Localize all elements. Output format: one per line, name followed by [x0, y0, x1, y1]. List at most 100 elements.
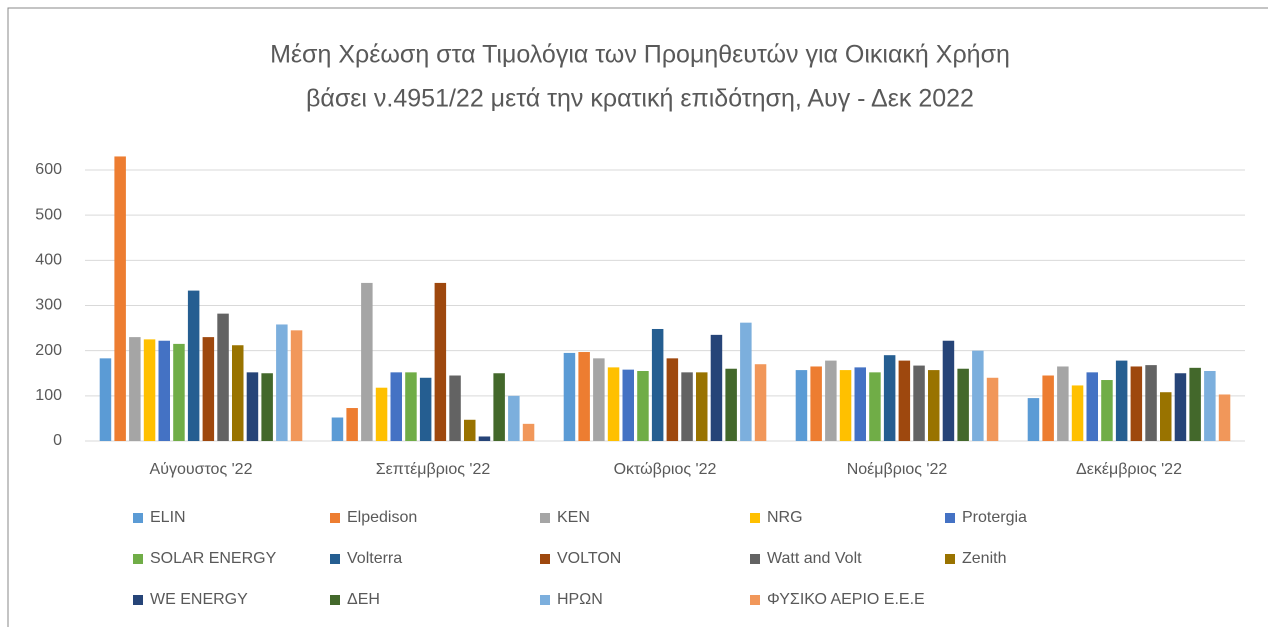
bar [1189, 367, 1201, 441]
y-tick-label: 400 [35, 252, 62, 269]
x-tick-label: Αύγουστος '22 [150, 461, 253, 478]
bar [261, 373, 273, 441]
bar [740, 322, 752, 441]
y-tick-label: 500 [35, 206, 62, 223]
bar [1160, 392, 1172, 441]
bar [173, 343, 185, 441]
y-tick-label: 100 [35, 387, 62, 404]
chart-title: Μέση Χρέωση στα Τιμολόγια των Προμηθευτώ… [270, 41, 1010, 69]
x-tick-label: Δεκέμβριος '22 [1076, 461, 1182, 478]
legend-label: Zenith [962, 550, 1006, 567]
bar [854, 367, 866, 441]
legend-label: ΗΡΩΝ [557, 591, 603, 608]
legend-swatch [750, 595, 760, 605]
legend-label: Watt and Volt [767, 550, 862, 567]
legend-swatch [330, 513, 340, 523]
x-tick-label: Σεπτέμβριος '22 [376, 461, 491, 478]
legend-swatch [540, 513, 550, 523]
bar [346, 408, 358, 441]
legend-swatch [750, 513, 760, 523]
legend-swatch [540, 554, 550, 564]
bar [563, 352, 576, 441]
y-tick-label: 200 [35, 342, 62, 359]
bar [1101, 380, 1113, 441]
bar [434, 282, 447, 441]
y-tick-label: 300 [35, 297, 62, 314]
bar [725, 368, 737, 441]
bar [361, 282, 373, 441]
bar [1130, 366, 1143, 441]
bar [143, 339, 156, 441]
bar [202, 337, 215, 441]
legend-label: Protergia [962, 509, 1027, 526]
legend-swatch [750, 554, 760, 564]
bar [1027, 398, 1040, 441]
legend-label: NRG [767, 509, 803, 526]
bar [883, 355, 896, 441]
bar [158, 340, 170, 441]
bar [1204, 370, 1216, 441]
x-tick-label: Οκτώβριος '22 [614, 461, 717, 478]
bar [869, 372, 881, 441]
bar [522, 423, 535, 441]
bar [478, 436, 491, 441]
bar [710, 334, 723, 441]
bar [754, 364, 767, 441]
bar [217, 313, 229, 441]
bar [928, 370, 940, 441]
bar [1057, 366, 1069, 441]
bar [607, 367, 620, 441]
y-tick-label: 600 [35, 161, 62, 178]
legend-swatch [133, 595, 143, 605]
bar [331, 417, 344, 441]
bar [593, 358, 605, 441]
legend-swatch [330, 595, 340, 605]
bar [795, 370, 808, 441]
bar [187, 290, 200, 441]
bar [290, 330, 303, 441]
legend-swatch [540, 595, 550, 605]
bar [508, 395, 520, 441]
bar [1042, 375, 1054, 441]
bar [390, 372, 402, 441]
bar [1086, 372, 1098, 441]
bar [637, 370, 649, 441]
legend-label: WE ENERGY [150, 591, 248, 608]
bar [493, 373, 505, 441]
legend-swatch [945, 554, 955, 564]
bar [114, 156, 126, 441]
bar [942, 340, 955, 441]
bar [651, 328, 664, 441]
legend-label: Elpedison [347, 509, 417, 526]
legend-label: ΔΕΗ [347, 591, 380, 608]
legend-label: Volterra [347, 550, 402, 567]
bar [276, 324, 288, 441]
bar [232, 345, 244, 441]
bar [957, 368, 969, 441]
bar [129, 337, 141, 441]
bar [99, 358, 112, 441]
legend-label: VOLTON [557, 550, 621, 567]
bar [449, 375, 461, 441]
bar [898, 360, 911, 441]
legend-swatch [133, 554, 143, 564]
bar [1115, 360, 1128, 441]
bar [419, 377, 432, 441]
bar [825, 360, 837, 441]
bar [913, 365, 925, 441]
legend-label: KEN [557, 509, 590, 526]
legend-label: ELIN [150, 509, 186, 526]
bar [1071, 385, 1084, 441]
bar [1218, 394, 1231, 441]
y-tick-label: 0 [53, 432, 62, 449]
bar [1145, 365, 1157, 441]
bar [405, 372, 417, 441]
legend-label: SOLAR ENERGY [150, 550, 277, 567]
legend-label: ΦΥΣΙΚΟ ΑΕΡΙΟ Ε.Ε.Ε [767, 591, 925, 608]
bar [375, 387, 388, 441]
legend-swatch [133, 513, 143, 523]
bar [986, 377, 999, 441]
bar [578, 352, 590, 441]
chart-subtitle: βάσει ν.4951/22 μετά την κρατική επιδότη… [306, 85, 974, 113]
